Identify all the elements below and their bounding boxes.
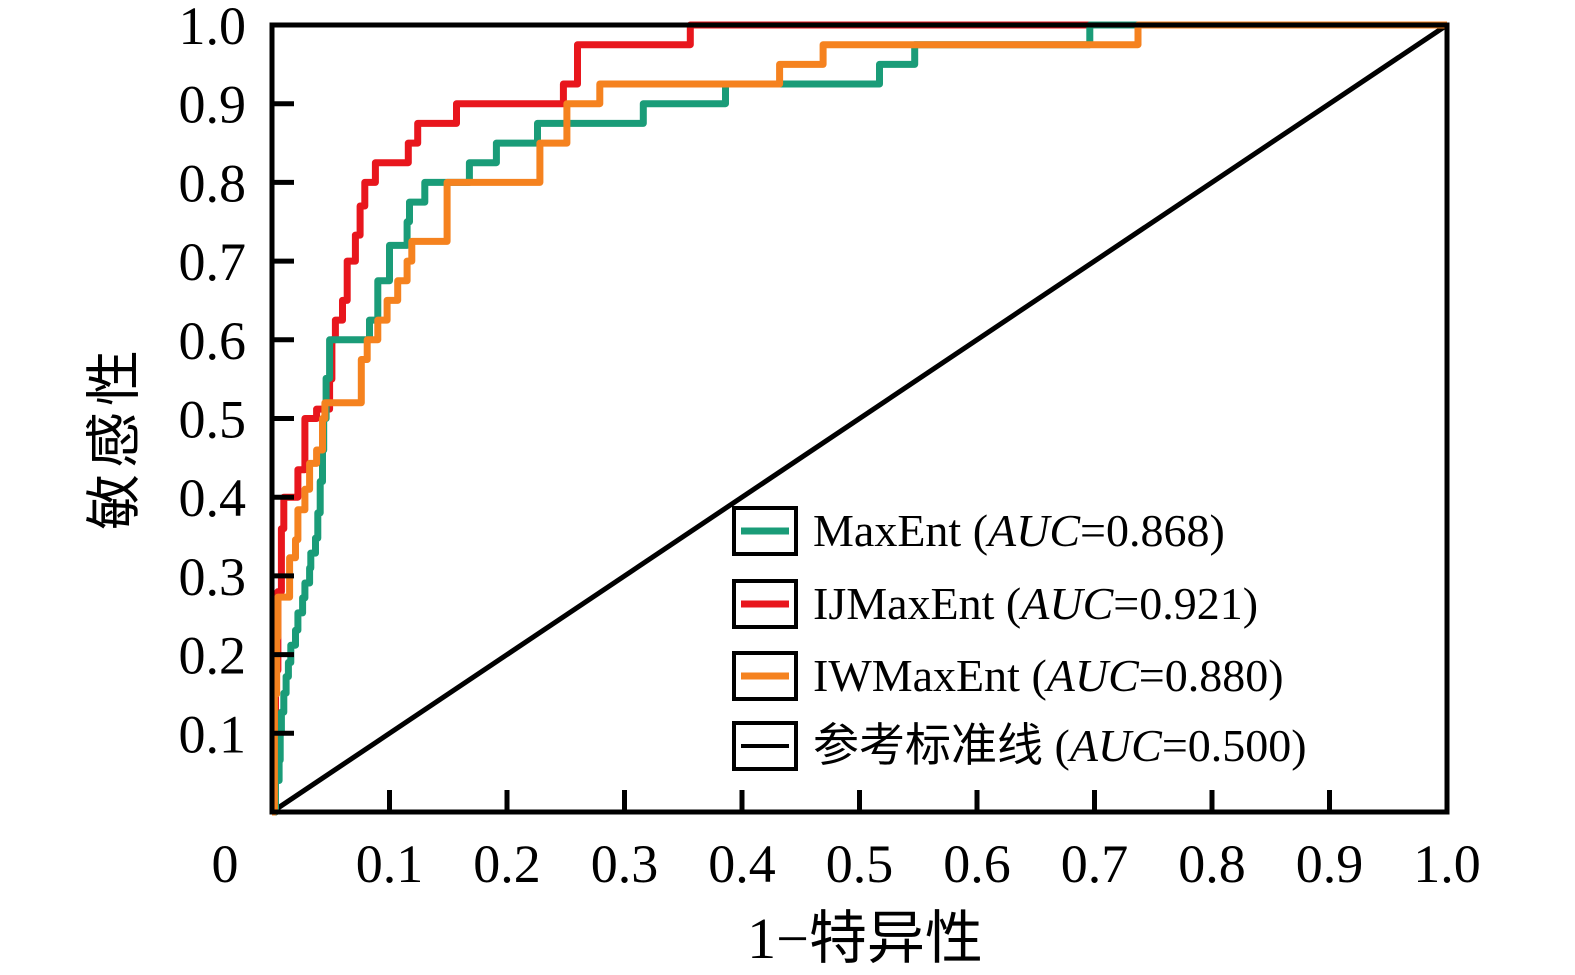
x-tick-label: 0.1 [356,834,424,894]
x-tick-label: 0.2 [473,834,541,894]
legend-swatch-iwmaxent [732,651,798,701]
roc-curve-reference [270,22,1449,815]
legend-item-ijmaxent: IJMaxEnt (AUC=0.921) [732,578,1258,630]
legend-swatch-reference [732,721,798,771]
roc-curve-ijmaxent [272,21,1447,816]
x-tick-label: 0.6 [943,834,1011,894]
y-tick-label: 0.5 [179,390,247,450]
x-tick-label: 0.3 [591,834,659,894]
y-tick-label: 0.7 [179,232,247,292]
y-axis-ticks: 0.1 0.2 0.3 0.4 0.5 0.6 0.7 0.8 0.9 1.0 [179,0,294,764]
x-tick-label: 0.7 [1061,834,1129,894]
legend-item-iwmaxent: IWMaxEnt (AUC=0.880) [732,650,1284,702]
y-tick-label: 1.0 [179,0,247,56]
y-axis-title: 敏感性 [84,344,147,530]
y-tick-label: 0.2 [179,626,247,686]
legend-swatch-maxent [732,506,798,556]
legend-line-sample-iwmaxent [741,672,789,680]
x-axis-ticks: 0 0.1 0.2 0.3 0.4 0.5 0.6 0.7 0.8 0.9 1.0 [212,790,1481,894]
y-tick-label: 0.1 [179,704,247,764]
x-tick-label: 1.0 [1413,834,1481,894]
legend-label-ijmaxent: IJMaxEnt (AUC=0.921) [813,578,1259,629]
legend-item-maxent: MaxEnt (AUC=0.868) [732,505,1225,557]
y-tick-label: 0.9 [179,75,247,135]
legend-label-iwmaxent: IWMaxEnt (AUC=0.880) [813,650,1284,701]
y-tick-label: 0.3 [179,547,247,607]
x-tick-label: 0.8 [1178,834,1246,894]
x-tick-label: 0 [212,834,239,894]
x-tick-label: 0.9 [1296,834,1364,894]
legend-label-maxent: MaxEnt (AUC=0.868) [813,505,1225,556]
legend-swatch-ijmaxent [732,579,798,629]
y-tick-label: 0.8 [179,153,247,213]
legend-line-sample-reference [741,744,789,748]
roc-curve-iwmaxent [270,21,1447,816]
legend-line-sample-maxent [741,527,789,535]
y-tick-label: 0.6 [179,311,247,371]
legend-line-sample-ijmaxent [741,600,789,608]
legend-item-reference: 参考标准线 (AUC=0.500) [732,720,1307,772]
roc-curve-maxent [272,21,1447,816]
x-tick-label: 0.4 [708,834,776,894]
x-tick-label: 0.5 [826,834,894,894]
legend-label-reference: 参考标准线 (AUC=0.500) [813,720,1307,771]
x-axis-title: 1−特异性 [747,906,983,971]
y-tick-label: 0.4 [179,468,247,528]
